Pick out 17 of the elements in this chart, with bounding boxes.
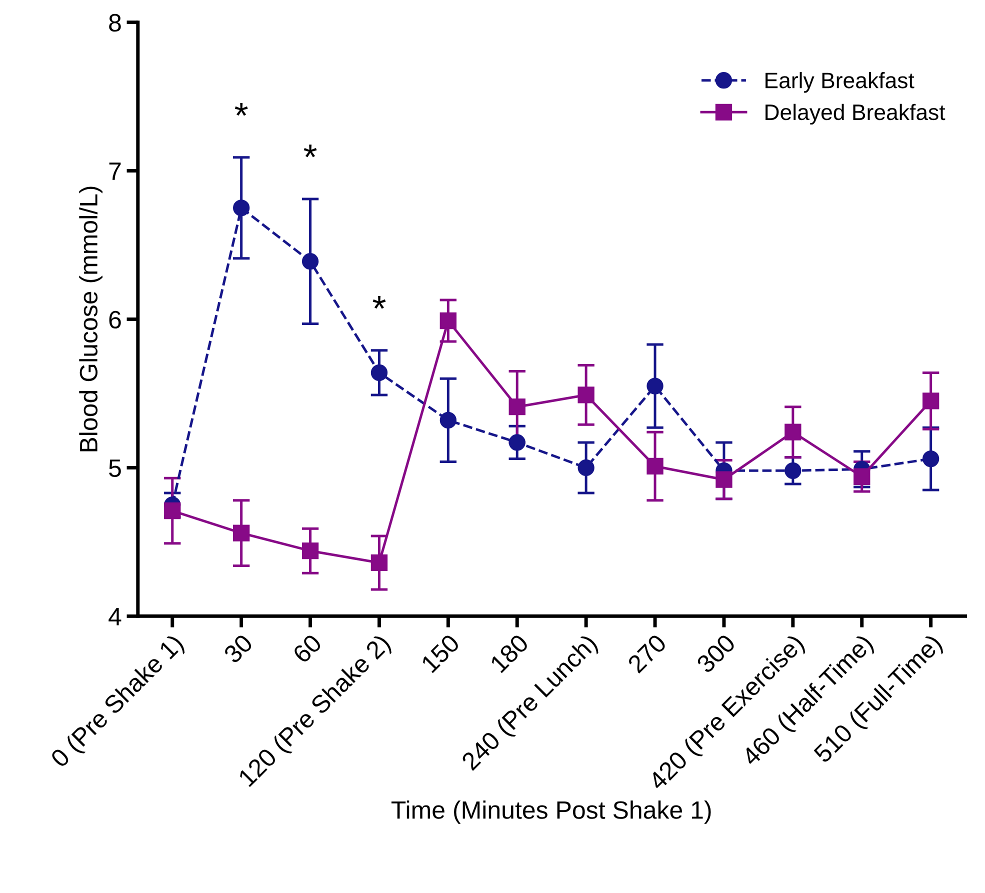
y-tick-label: 5 — [109, 460, 121, 478]
annotation: * — [234, 103, 248, 116]
y-axis-title: Blood Glucose (mmol/L) — [79, 186, 102, 452]
x-tick-label: 60 — [292, 633, 323, 664]
x-tick-label: 150 — [420, 633, 460, 674]
x-tick-label: 180 — [489, 633, 530, 674]
y-tick-label: 6 — [109, 310, 121, 329]
legend-label: Early Breakfast — [766, 72, 914, 93]
x-axis-title: Time (Minutes Post Shake 1) — [391, 800, 711, 824]
annotation: * — [372, 296, 386, 309]
y-tick-label: 7 — [109, 162, 121, 180]
annotation: * — [304, 144, 317, 158]
legend-label: Delayed Breakfast — [766, 104, 946, 125]
x-tick-label: 30 — [222, 633, 254, 664]
y-tick-label: 4 — [108, 608, 122, 626]
x-tick-label: 270 — [626, 633, 668, 674]
y-tick-label: 8 — [109, 14, 121, 32]
